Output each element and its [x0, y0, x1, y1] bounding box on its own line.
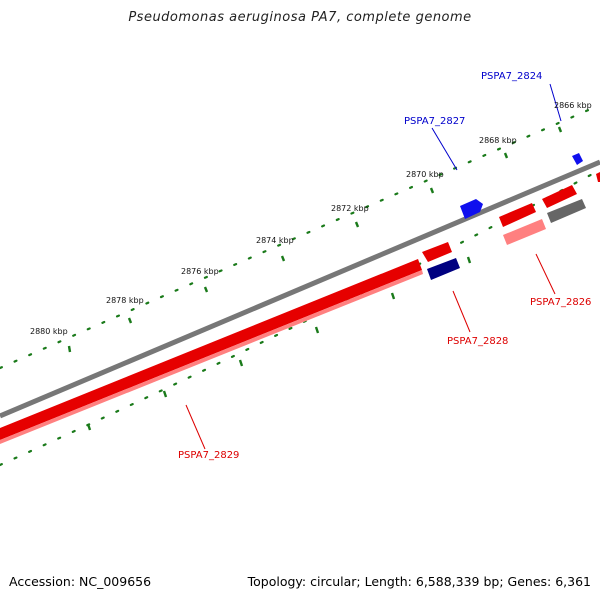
map-title: Pseudomonas aeruginosa PA7, complete gen…: [128, 10, 472, 25]
leader-PSPA7_2827: [431, 127, 458, 171]
inner-major-ticks: [86, 221, 544, 431]
scale-label-2868: 2868 kbp: [479, 136, 517, 145]
leader-PSPA7_2829: [185, 404, 206, 450]
gene-forward-edge[interactable]: [596, 172, 600, 182]
scale-label-2878: 2878 kbp: [106, 296, 144, 305]
scale-label-2872: 2872 kbp: [331, 204, 369, 213]
leader-PSPA7_2828: [452, 290, 471, 333]
scale-label-2866: 2866 kbp: [554, 101, 592, 110]
feature-gray-block: [547, 199, 586, 223]
gene-label-PSPA7_2824[interactable]: PSPA7_2824: [481, 71, 542, 82]
gene-label-PSPA7_2828[interactable]: PSPA7_2828: [447, 336, 508, 347]
gene-label-PSPA7_2829[interactable]: PSPA7_2829: [178, 450, 239, 461]
genome-summary-text: Topology: circular; Length: 6,588,339 bp…: [247, 574, 591, 589]
gene-PSPA7_2824[interactable]: [572, 153, 583, 165]
scale-label-2874: 2874 kbp: [256, 236, 294, 245]
feature-dark-block: [427, 258, 460, 280]
accession-text: Accession: NC_009656: [9, 574, 152, 589]
scale-label-2876: 2876 kbp: [181, 267, 219, 276]
genome-backbone: [0, 159, 600, 419]
gene-PSPA7_2826-light[interactable]: [503, 219, 546, 245]
scale-label-2870: 2870 kbp: [406, 170, 444, 179]
gene-PSPA7_2829[interactable]: [0, 259, 422, 440]
gene-PSPA7_2826[interactable]: [499, 203, 536, 227]
leader-PSPA7_2824: [549, 83, 562, 122]
outer-scale-ring: [0, 103, 600, 370]
gene-label-PSPA7_2827[interactable]: PSPA7_2827: [404, 116, 465, 127]
gene-PSPA7_2827[interactable]: [460, 199, 483, 219]
major-ticks: [67, 126, 563, 353]
leader-PSPA7_2826: [535, 253, 556, 295]
scale-label-2880: 2880 kbp: [30, 327, 68, 336]
gene-PSPA7_2829-shadow: [0, 270, 423, 444]
gene-PSPA7_2828[interactable]: [422, 242, 452, 262]
gene-label-PSPA7_2826[interactable]: PSPA7_2826: [530, 297, 591, 308]
gene-forward-right[interactable]: [542, 185, 577, 208]
